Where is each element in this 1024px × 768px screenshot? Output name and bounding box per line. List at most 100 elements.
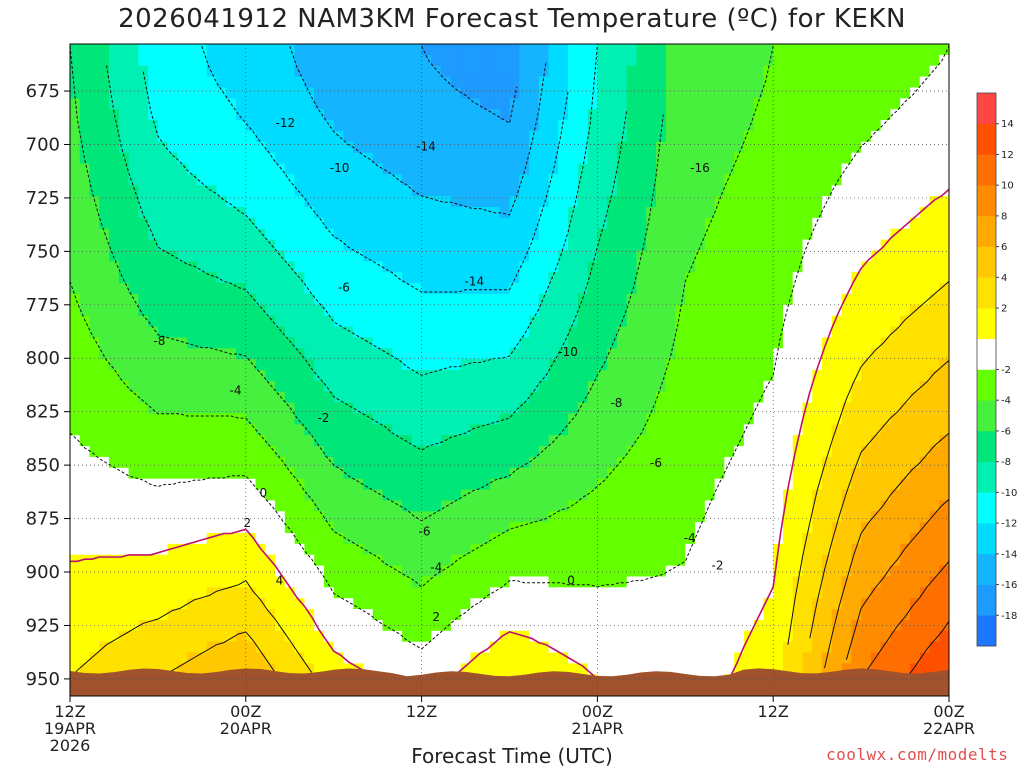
field-cell [841, 609, 852, 621]
field-cell [382, 652, 393, 664]
field-cell [392, 283, 403, 295]
field-cell [441, 76, 452, 89]
field-cell [831, 435, 843, 447]
field-cell [206, 87, 218, 99]
field-cell [353, 185, 364, 197]
field-cell [353, 489, 364, 501]
field-cell [489, 619, 501, 632]
field-cell [70, 141, 81, 154]
field-cell [773, 587, 784, 599]
field-cell [695, 554, 706, 567]
field-cell [870, 413, 882, 425]
field-cell [558, 500, 569, 512]
field-cell [851, 228, 862, 241]
field-cell [196, 609, 208, 621]
field-cell [499, 413, 511, 425]
field-cell [529, 87, 540, 99]
field-cell [743, 402, 755, 415]
field-cell [538, 196, 550, 208]
field-cell [812, 435, 823, 447]
field-cell [841, 522, 852, 534]
field-cell [109, 76, 120, 89]
field-cell [724, 293, 735, 306]
field-cell [587, 456, 598, 469]
field-cell [402, 44, 413, 56]
field-cell [89, 163, 100, 175]
field-cell [753, 456, 765, 469]
field-cell [196, 120, 208, 132]
field-cell [499, 174, 511, 186]
field-cell [626, 348, 638, 360]
field-cell [157, 478, 169, 491]
field-cell [206, 109, 218, 121]
field-cell [685, 456, 696, 469]
field-cell [431, 109, 442, 121]
field-cell [148, 152, 159, 165]
field-cell [353, 511, 364, 523]
field-cell [734, 65, 745, 78]
field-cell [509, 217, 520, 230]
field-cell [431, 130, 442, 143]
field-cell [685, 304, 696, 317]
field-cell [196, 293, 208, 306]
field-cell [284, 413, 296, 425]
field-cell [411, 489, 423, 501]
field-cell [236, 500, 247, 512]
field-cell [558, 207, 569, 219]
field-cell [148, 326, 159, 338]
field-cell [177, 337, 188, 349]
field-cell [489, 44, 501, 56]
field-cell [382, 228, 393, 241]
field-cell [304, 120, 315, 132]
field-cell [314, 239, 325, 252]
field-cell [138, 380, 149, 393]
field-cell [558, 446, 569, 458]
field-cell [167, 152, 179, 165]
field-cell [382, 500, 393, 512]
field-cell [157, 348, 169, 360]
field-cell [382, 250, 393, 262]
field-cell [743, 326, 755, 338]
field-cell [665, 185, 677, 197]
field-cell [402, 511, 413, 523]
field-cell [480, 87, 491, 99]
field-cell [675, 554, 686, 567]
field-cell [187, 554, 198, 567]
field-cell [89, 98, 100, 110]
field-cell [568, 120, 579, 132]
field-cell [773, 337, 784, 349]
field-cell [519, 207, 530, 219]
field-cell [607, 130, 618, 143]
field-cell [548, 217, 559, 230]
field-cell [226, 446, 237, 458]
field-cell [226, 293, 237, 306]
field-cell [656, 619, 667, 632]
field-cell [773, 576, 784, 588]
field-cell [265, 652, 276, 664]
field-cell [226, 619, 237, 632]
field-cell [812, 120, 823, 132]
field-cell [118, 489, 130, 501]
field-cell [724, 250, 735, 262]
field-cell [763, 456, 774, 469]
field-cell [411, 522, 423, 534]
field-cell [636, 109, 647, 121]
temperature-fill [70, 44, 949, 696]
field-cell [206, 543, 218, 556]
field-cell [236, 293, 247, 306]
field-cell [89, 456, 100, 469]
field-cell [450, 283, 462, 295]
field-cell [382, 413, 393, 425]
field-cell [402, 293, 413, 306]
field-cell [226, 511, 237, 523]
field-cell [568, 87, 579, 99]
field-cell [577, 402, 589, 415]
field-cell [363, 370, 374, 382]
field-cell [665, 98, 677, 110]
field-cell [841, 435, 852, 447]
field-cell [558, 152, 569, 165]
field-cell [255, 174, 266, 186]
field-cell [177, 152, 188, 165]
field-cell [343, 587, 354, 599]
field-cell [206, 446, 218, 458]
